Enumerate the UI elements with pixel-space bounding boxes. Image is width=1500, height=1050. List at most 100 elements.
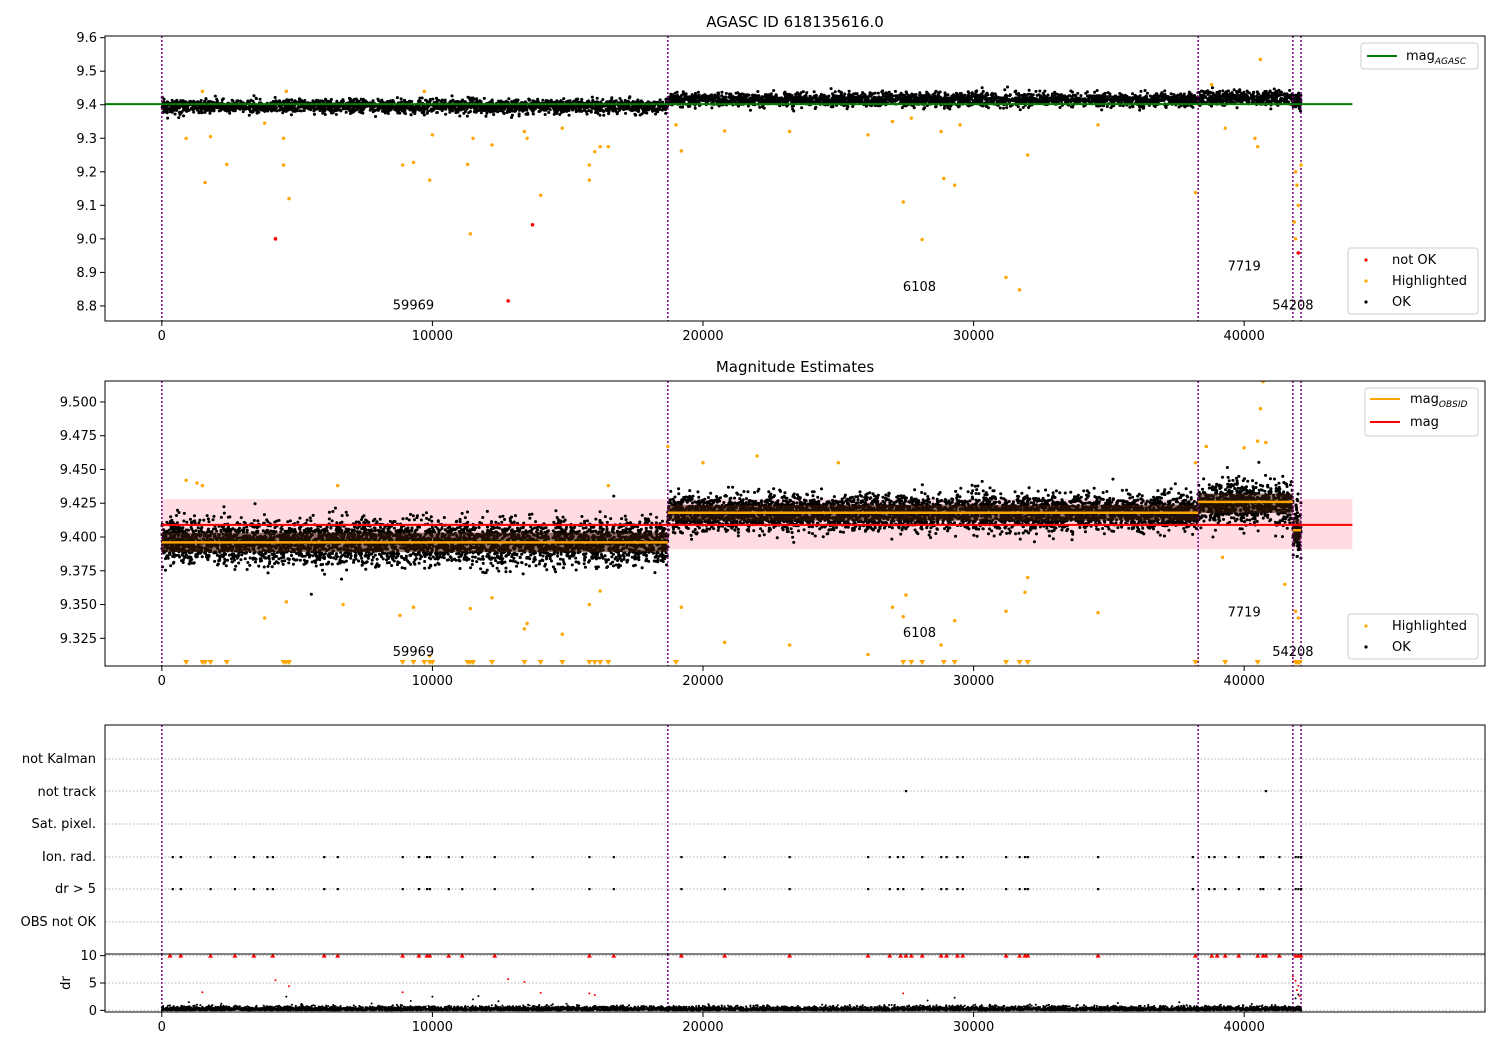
- legend-marker-highlighted-2: [1364, 624, 1368, 628]
- highlighted-point: [281, 136, 286, 140]
- flag-marker-dr-5: [680, 888, 683, 891]
- dr-saturated-marker: [586, 954, 592, 958]
- flag-marker-dr-5: [1208, 888, 1211, 891]
- flag-marker-dr-5: [945, 888, 948, 891]
- agasc-obs-label: 59969: [393, 298, 434, 313]
- flag-marker-ion-rad-: [233, 856, 237, 859]
- highlighted-point: [942, 176, 946, 181]
- magest-obs-label: 6108: [903, 626, 936, 641]
- agasc-panel: AGASC ID 618135616.0 599696108771954208 …: [76, 13, 1486, 344]
- highlighted-point: [866, 652, 870, 657]
- dr-point-red: [1294, 979, 1297, 982]
- legend-marker-ok: [1364, 300, 1368, 304]
- highlighted-point: [522, 627, 527, 631]
- flag-marker-ion-rad-: [680, 856, 683, 859]
- flag-marker-ion-rad-: [447, 856, 450, 859]
- dr-saturated-marker: [208, 954, 214, 958]
- flag-marker-ion-rad-: [493, 856, 496, 859]
- highlighted-point: [341, 602, 345, 607]
- highlighted-below-axis-marker: [908, 660, 915, 665]
- highlighted-below-axis-marker: [537, 660, 544, 665]
- highlighted-point: [787, 129, 792, 134]
- highlighted-point: [428, 178, 432, 182]
- magest-y-tick-label: 9.425: [60, 497, 97, 512]
- flag-label-ion-rad: Ion. rad.: [42, 850, 96, 865]
- magest-x-tick-label: 20000: [682, 674, 723, 689]
- legend-label-ok: OK: [1392, 295, 1411, 310]
- flag-marker-ion-rad-: [266, 856, 269, 859]
- magnitude-line-legend: magOBSID mag: [1364, 387, 1479, 437]
- highlighted-point: [560, 632, 564, 636]
- dr-point: [409, 1000, 412, 1003]
- magnitude-points-legend: Highlighted OK: [1347, 613, 1479, 660]
- flag-marker-dr-5: [896, 888, 900, 891]
- dr-point: [285, 995, 288, 998]
- agasc-y-tick-label: 9.3: [76, 132, 97, 147]
- magest-obs-label: 54208: [1272, 645, 1313, 660]
- highlighted-point: [909, 116, 914, 120]
- flag-marker-dr-5: [447, 888, 450, 891]
- highlighted-point: [1296, 203, 1300, 208]
- highlighted-below-axis-marker: [521, 660, 528, 665]
- highlighted-point: [1296, 616, 1300, 620]
- highlighted-point: [200, 89, 205, 94]
- flag-marker-dr-5: [1024, 888, 1027, 891]
- highlighted-below-axis-marker: [488, 660, 495, 665]
- magest-y-tick-label: 9.500: [60, 395, 97, 410]
- dr-point-red: [201, 991, 204, 994]
- dr-panel: 0 10000 20000 30000 40000 0 5 10 dr: [59, 949, 1486, 1035]
- dr-y-tick-label: 5: [89, 977, 97, 992]
- highlighted-point: [939, 643, 943, 647]
- dr-saturated-marker: [270, 954, 276, 958]
- dr-saturated-marker: [903, 954, 909, 958]
- dr-point: [472, 998, 474, 1001]
- dr-saturated-marker: [492, 954, 498, 958]
- flag-marker-ion-rad-: [209, 856, 212, 859]
- flag-marker-dr-5: [1262, 888, 1265, 891]
- dr-saturated-marker: [167, 954, 173, 958]
- flag-marker-dr-5: [233, 888, 237, 891]
- highlighted-point: [398, 613, 402, 618]
- not-ok-point: [530, 222, 535, 227]
- highlighted-point: [430, 133, 435, 137]
- dr-saturated-marker: [1263, 954, 1269, 958]
- highlighted-point: [890, 605, 895, 609]
- dr-saturated-marker: [938, 954, 944, 958]
- flag-marker-dr-5: [1018, 888, 1021, 891]
- magnitude-estimates-title: Magnitude Estimates: [716, 358, 874, 376]
- magest-y-tick-label: 9.325: [60, 632, 97, 647]
- highlighted-point: [336, 483, 340, 488]
- highlighted-point: [1017, 288, 1022, 292]
- legend-label-ok-2: OK: [1392, 640, 1411, 655]
- highlighted-point: [1256, 439, 1260, 443]
- highlighted-point: [1223, 126, 1227, 130]
- dr-saturated-marker: [865, 954, 871, 958]
- magest-x-tick-label: 30000: [953, 674, 994, 689]
- highlighted-point: [587, 602, 592, 607]
- highlighted-point: [1293, 237, 1298, 241]
- highlighted-point: [195, 481, 199, 485]
- agasc-y-tick-label: 8.8: [76, 299, 97, 314]
- flag-marker-dr-5: [266, 888, 269, 891]
- dr-point-red: [507, 978, 510, 981]
- legend-label-highlighted-2: Highlighted: [1392, 619, 1467, 634]
- flag-marker-dr-5: [417, 888, 421, 891]
- highlighted-below-axis-marker: [1003, 660, 1010, 665]
- highlighted-point: [284, 600, 288, 604]
- dr-saturated-marker: [787, 954, 793, 958]
- highlighted-point: [866, 133, 870, 137]
- dr-saturated-marker: [887, 954, 893, 958]
- highlighted-point: [525, 621, 529, 626]
- dr-point-red: [902, 992, 905, 995]
- flag-marker-dr-5: [961, 888, 964, 891]
- highlighted-below-axis-marker: [399, 660, 406, 665]
- flag-marker-ion-rad-: [788, 856, 791, 859]
- dr-saturated-marker: [960, 954, 966, 958]
- highlighted-below-axis-marker: [597, 660, 604, 665]
- highlighted-point: [1293, 609, 1298, 613]
- agasc-obs-label: 6108: [903, 280, 936, 295]
- highlighted-point: [522, 129, 527, 134]
- flag-marker-ion-rad-: [1097, 856, 1100, 859]
- flag-marker-ion-rad-: [1026, 856, 1029, 859]
- flag-marker-dr-5: [179, 888, 182, 891]
